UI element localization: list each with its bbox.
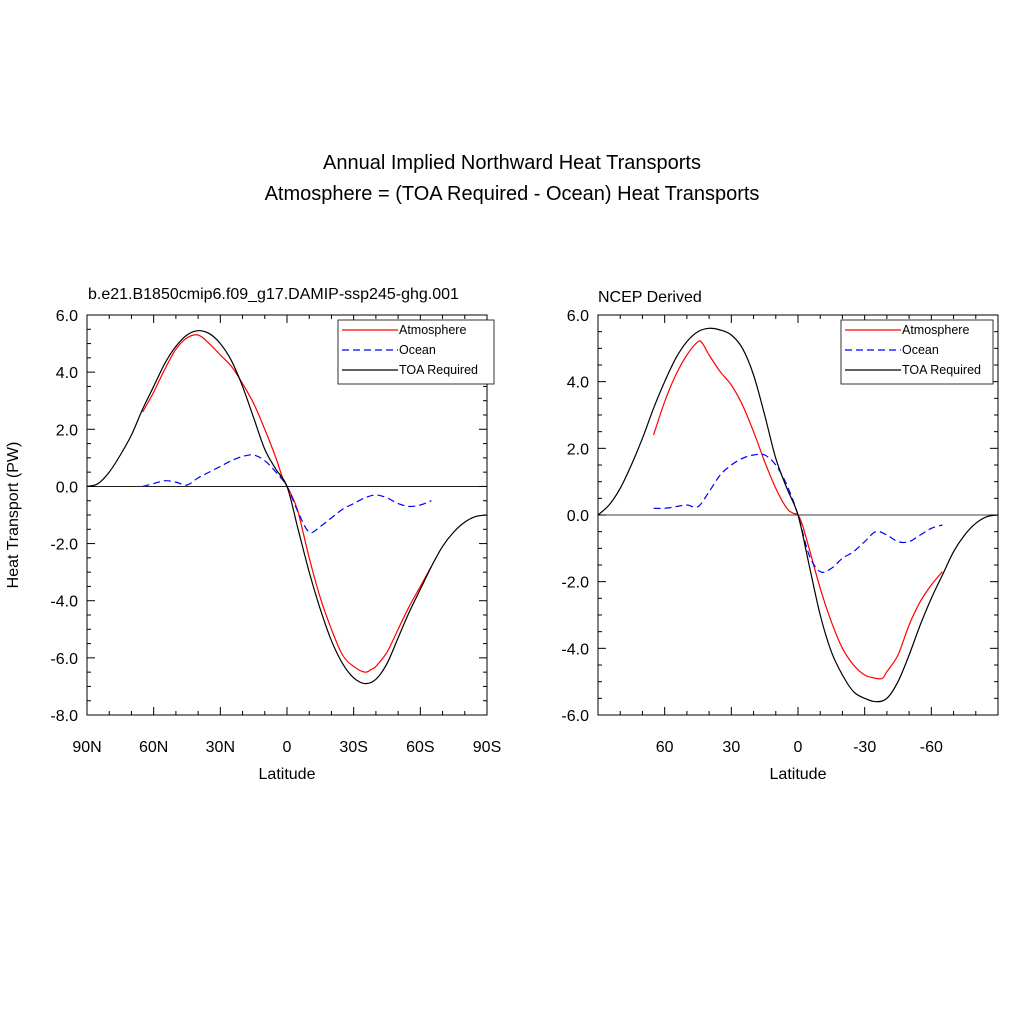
left-y-tick-label: 6.0: [56, 308, 78, 325]
figure-title-line2: Atmosphere = (TOA Required - Ocean) Heat…: [265, 183, 760, 205]
right-x-tick-label: 60: [656, 739, 674, 756]
left-legend-box: [337, 319, 495, 385]
right-y-tick-label: -2.0: [561, 575, 589, 592]
left-x-axis-label: Latitude: [259, 766, 316, 783]
left-y-tick-label: 2.0: [56, 422, 78, 439]
right-x-tick-label: -30: [853, 739, 876, 756]
left-x-tick-label: 60S: [406, 739, 434, 756]
right-legend-label-toa-required: TOA Required: [902, 363, 981, 377]
left-y-tick-label: 0.0: [56, 479, 78, 496]
right-x-tick-label: 0: [794, 739, 803, 756]
right-chart-title: NCEP Derived: [598, 289, 702, 306]
left-x-tick-label: 30S: [339, 739, 367, 756]
left-y-tick-label: -2.0: [50, 537, 78, 554]
left-series-atmosphere-line: [142, 334, 432, 673]
left-x-tick-label: 90S: [473, 739, 501, 756]
right-x-tick-label: 30: [722, 739, 740, 756]
left-y-tick-label: -8.0: [50, 708, 78, 725]
figure-title-line1: Annual Implied Northward Heat Transports: [323, 152, 701, 174]
left-legend-label-toa-required: TOA Required: [399, 363, 478, 377]
right-series-atmosphere-line: [652, 340, 943, 680]
left-legend-label-ocean: Ocean: [399, 343, 436, 357]
left-y-tick-label: -6.0: [50, 651, 78, 668]
right-y-tick-label: -4.0: [561, 641, 589, 658]
right-legend-label-ocean: Ocean: [902, 343, 939, 357]
left-series-toa-required-line: [86, 330, 488, 685]
right-y-tick-label: 4.0: [567, 375, 589, 392]
left-chart-title: b.e21.B1850cmip6.f09_g17.DAMIP-ssp245-gh…: [88, 286, 459, 303]
right-legend-label-atmosphere: Atmosphere: [902, 323, 969, 337]
left-series-ocean-line: [142, 454, 432, 534]
right-chart-panel: NCEP Derived Latitude 60 30 0 -30 -60 6.0 4.0 2…: [561, 289, 999, 783]
left-y-axis-label: Heat Transport (PW): [5, 442, 22, 589]
right-legend-box: [840, 319, 994, 385]
left-y-tick-label: -4.0: [50, 594, 78, 611]
left-x-tick-label: 30N: [206, 739, 235, 756]
left-x-tick-label: 90N: [72, 739, 101, 756]
left-chart-panel: b.e21.B1850cmip6.f09_g17.DAMIP-ssp245-gh…: [5, 286, 501, 783]
right-x-axis-label: Latitude: [770, 766, 827, 783]
left-y-tick-label: 4.0: [56, 365, 78, 382]
left-x-tick-label: 0: [283, 739, 292, 756]
right-y-tick-label: -6.0: [561, 708, 589, 725]
right-y-tick-label: 2.0: [567, 441, 589, 458]
right-x-tick-label: -60: [920, 739, 943, 756]
left-legend-label-atmosphere: Atmosphere: [399, 323, 466, 337]
left-x-tick-label: 60N: [139, 739, 168, 756]
right-y-tick-label: 6.0: [567, 308, 589, 325]
right-y-tick-label: 0.0: [567, 508, 589, 525]
right-series-toa-required-line: [597, 327, 999, 703]
